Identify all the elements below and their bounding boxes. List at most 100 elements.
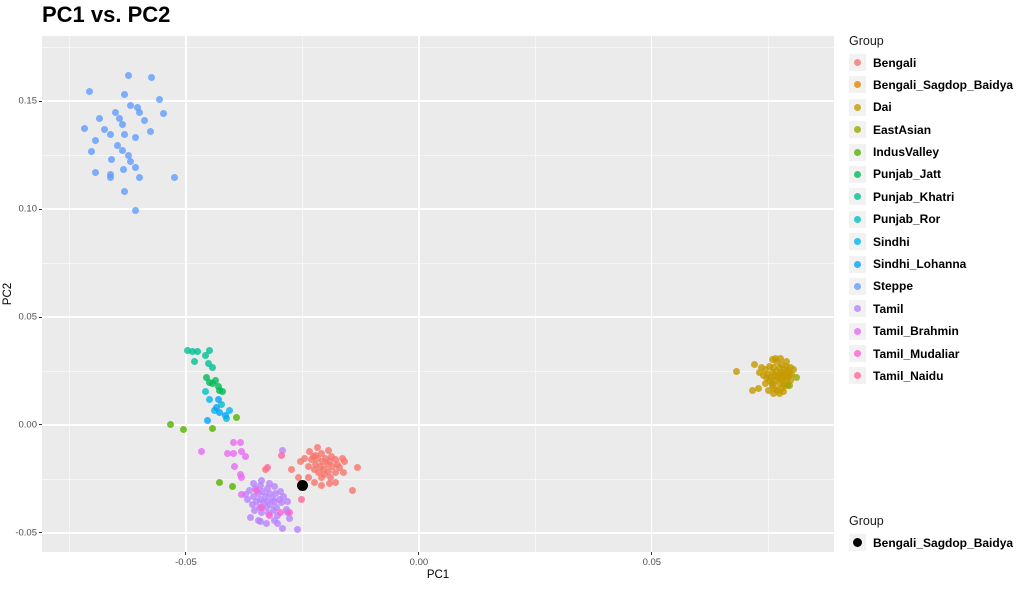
point-Tamil <box>247 513 255 521</box>
legend-item-label: Punjab_Khatri <box>873 189 955 204</box>
point-Sindhi_Lohanna <box>214 396 222 404</box>
point-IndusValley <box>228 483 236 491</box>
y-tick-label: 0.00 <box>18 419 38 431</box>
point-Tamil <box>248 501 256 509</box>
legend-highlight-title: Group <box>849 514 884 528</box>
point-Dai <box>761 366 769 374</box>
point-Tamil <box>271 498 279 506</box>
point-Tamil <box>258 476 266 484</box>
y-major-gridline <box>42 532 834 534</box>
point-Bengali <box>288 466 296 474</box>
legend-item-label: Tamil_Brahmin <box>873 324 959 339</box>
point-Tamil <box>254 490 262 498</box>
point-Steppe <box>106 170 114 178</box>
point-Bengali <box>314 444 322 452</box>
x-tick-label: 0.00 <box>409 557 429 568</box>
point-Tamil_Brahmin <box>229 449 237 457</box>
point-Tamil <box>280 492 288 500</box>
legend-key <box>849 534 866 551</box>
point-Tamil <box>270 516 278 524</box>
point-Bengali <box>341 458 349 466</box>
point-Steppe <box>146 127 154 135</box>
point-Steppe <box>96 114 104 122</box>
point-Dai <box>788 370 796 378</box>
y-minor-gridline <box>42 154 834 156</box>
point-Bengali <box>326 480 334 488</box>
point-Dai <box>768 382 776 390</box>
point-Bengali <box>316 462 324 470</box>
point-Punjab_Khatri <box>188 348 196 356</box>
point-Steppe <box>121 188 129 196</box>
point-Tamil <box>264 497 272 505</box>
y-major-gridline <box>42 424 834 426</box>
point-Tamil <box>241 491 249 499</box>
point-Bengali <box>327 473 335 481</box>
y-minor-gridline <box>42 370 834 372</box>
point-Tamil <box>266 489 274 497</box>
point-Dai <box>776 364 784 372</box>
legend-dot-icon <box>854 59 861 66</box>
point-Bengali <box>338 454 346 462</box>
point-Steppe <box>111 108 119 116</box>
x-minor-gridline <box>302 36 303 552</box>
legend-groups: Group Bengali Bengali_Sagdop_Baidya Dai Eas… <box>849 34 1024 390</box>
point-Steppe <box>81 124 89 132</box>
point-Tamil <box>274 519 282 527</box>
point-Steppe <box>136 108 144 116</box>
y-minor-gridline <box>42 478 834 480</box>
point-Dai <box>782 357 790 365</box>
point-Sindhi <box>206 396 214 404</box>
legend-key <box>849 277 866 295</box>
legend-dot-icon <box>854 103 861 111</box>
point-IndusValley <box>166 421 174 429</box>
point-Steppe <box>133 104 141 112</box>
legend-dot-icon <box>854 170 861 178</box>
point-Steppe <box>119 166 127 174</box>
legend-key <box>849 188 866 206</box>
point-Bengali <box>310 478 318 486</box>
point-Dai <box>766 362 774 370</box>
legend-dot-icon <box>854 238 861 246</box>
point-Punjab_Khatri <box>208 364 216 372</box>
legend-item-label: Sindhi <box>873 234 910 249</box>
point-Tamil <box>253 498 261 506</box>
point-Dai <box>762 379 770 387</box>
legend-item-label: Tamil <box>873 301 904 316</box>
x-major-gridline <box>418 36 420 552</box>
point-Steppe <box>118 121 126 129</box>
y-minor-gridline <box>42 46 834 48</box>
point-Dai <box>780 387 788 395</box>
legend-dot-icon <box>854 215 861 223</box>
legend-dot-icon <box>854 148 861 156</box>
legend-item-Punjab_Ror: Punjab_Ror <box>849 210 1024 228</box>
point-Tamil_Mudaliar <box>258 504 266 512</box>
x-tick-mark <box>185 552 187 555</box>
point-Bengali <box>321 470 329 478</box>
x-tick-mark <box>418 552 420 555</box>
point-Dai <box>773 358 781 366</box>
point-Bengali <box>295 474 303 482</box>
x-axis-title: PC1 <box>426 569 450 581</box>
point-Tamil <box>251 506 259 514</box>
point-Dai <box>775 389 783 397</box>
point-Tamil <box>256 481 264 489</box>
legend-item-Sindhi_Lohanna: Sindhi_Lohanna <box>849 255 1024 273</box>
point-Bengali <box>301 454 309 462</box>
point-Tamil <box>257 495 265 503</box>
point-Steppe <box>126 158 134 166</box>
point-Bengali <box>304 462 312 470</box>
point-Bengali <box>331 456 339 464</box>
legend-title: Group <box>849 34 884 48</box>
point-Tamil_Brahmin <box>241 453 249 461</box>
point-Bengali <box>314 454 322 462</box>
point-Tamil_Mudaliar <box>276 509 284 517</box>
point-Dai <box>766 377 774 385</box>
point-Bengali <box>296 458 304 466</box>
point-Tamil <box>279 446 287 454</box>
point-highlight-Bengali_Sagdop_Baidya <box>297 480 309 492</box>
point-Steppe <box>91 136 99 144</box>
point-Tamil_Mudaliar <box>253 486 261 494</box>
point-Punjab_Khatri <box>206 346 214 354</box>
point-Tamil <box>256 518 264 526</box>
legend-item-label: EastAsian <box>873 122 932 137</box>
